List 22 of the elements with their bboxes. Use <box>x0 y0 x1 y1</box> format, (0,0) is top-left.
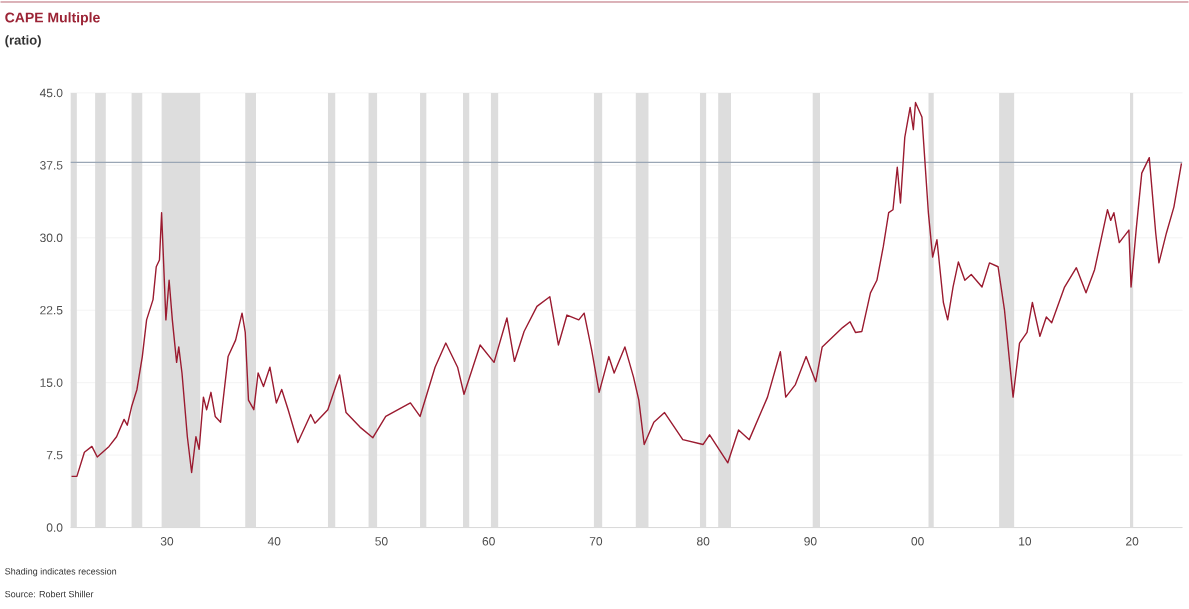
x-tick-label: 40 <box>267 536 281 546</box>
x-tick-label: 00 <box>911 536 924 546</box>
y-tick-label: 22.5 <box>40 305 63 315</box>
source-note: Source: Robert Shiller <box>5 590 94 598</box>
text: Shading indicates recession <box>5 567 117 577</box>
chart-subtitle: (ratio) <box>5 34 41 48</box>
x-tick-label: 90 <box>804 536 817 546</box>
x-tick-label: 80 <box>697 536 710 546</box>
x-tick-label: 20 <box>1126 536 1139 546</box>
line-series <box>70 101 1183 477</box>
x-tick-label: 50 <box>375 536 388 546</box>
x-tick-label: 70 <box>589 536 603 546</box>
y-tick-label: 37.5 <box>40 160 63 170</box>
chart-title: CAPE Multiple <box>5 11 100 25</box>
y-tick-label: 7.5 <box>46 450 63 460</box>
x-tick-label: 30 <box>160 536 174 546</box>
y-tick-label: 30.0 <box>40 233 63 242</box>
x-tick-label: 10 <box>1019 536 1032 546</box>
y-tick-label: 0.0 <box>46 523 63 532</box>
y-tick-label: 45.0 <box>39 88 63 97</box>
y-tick-label: 15.0 <box>40 378 63 387</box>
x-tick-label: 60 <box>482 536 495 546</box>
